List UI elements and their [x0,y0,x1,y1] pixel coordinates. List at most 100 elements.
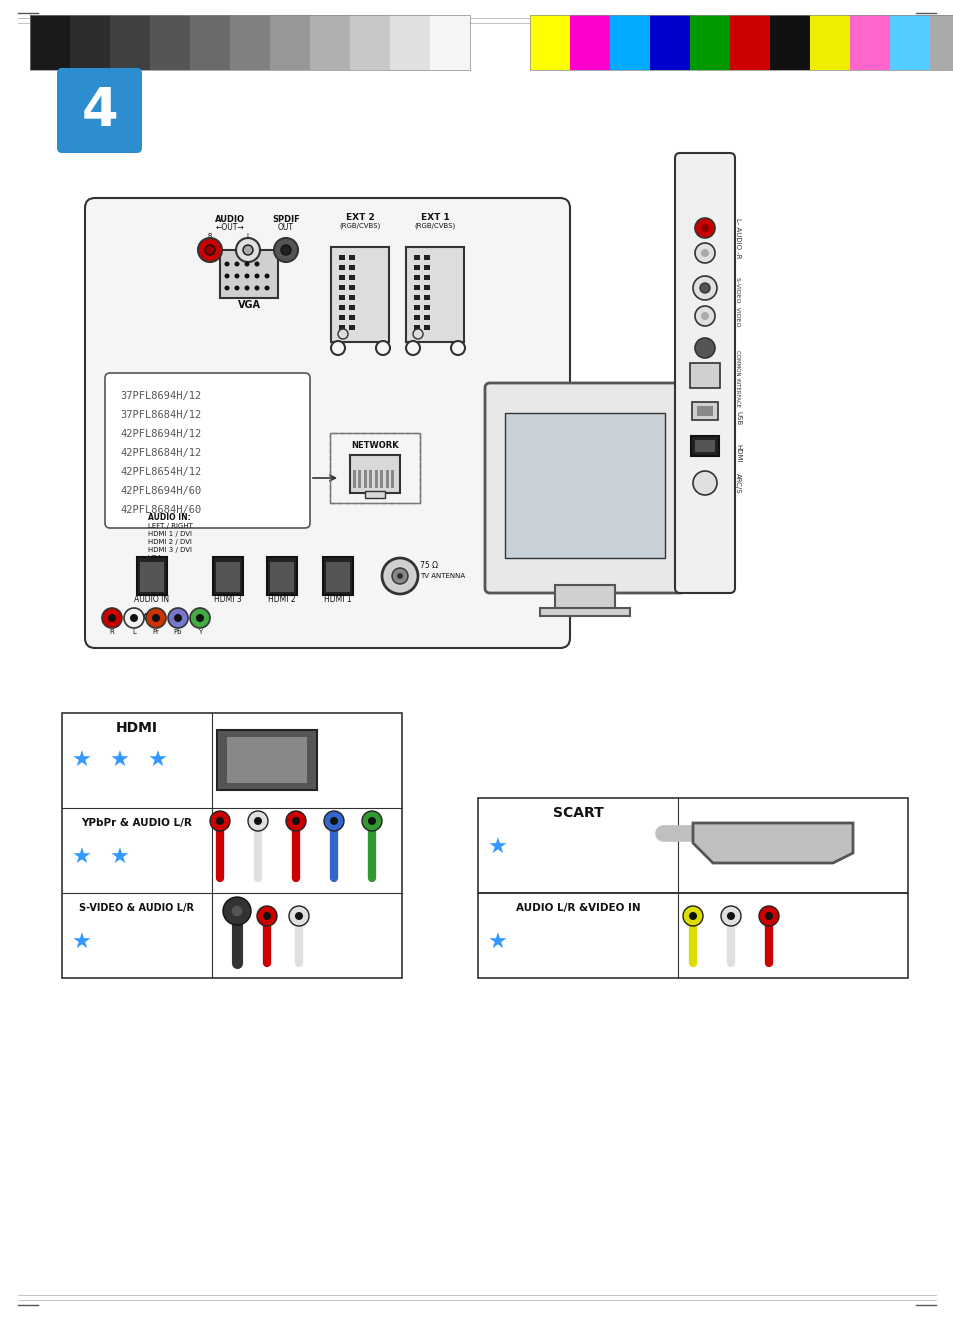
Circle shape [695,306,714,326]
Bar [364,471,367,488]
Text: EXT 2: EXT 2 [345,214,374,223]
Circle shape [173,614,182,622]
Circle shape [695,337,714,358]
Bar [230,14,270,70]
Bar [338,254,345,260]
Bar [353,471,355,488]
Circle shape [695,243,714,264]
Circle shape [447,330,456,339]
Text: ★: ★ [110,847,130,869]
Bar [338,304,345,310]
Circle shape [198,239,222,262]
Bar [689,362,720,387]
Circle shape [190,608,210,627]
Bar [137,558,167,594]
Text: HDMI 2: HDMI 2 [268,596,295,605]
Text: 42PFL8654H/12: 42PFL8654H/12 [120,467,201,477]
Bar [423,265,430,270]
Bar [349,315,355,320]
Circle shape [130,614,138,622]
Circle shape [330,817,337,825]
Circle shape [224,274,230,278]
Circle shape [692,275,717,301]
Text: COMMON INTERFACE: COMMON INTERFACE [735,349,740,406]
Circle shape [234,274,239,278]
Text: 37PFL8694H/12: 37PFL8694H/12 [120,391,201,401]
Text: S-VIDEO & AUDIO L/R: S-VIDEO & AUDIO L/R [79,903,194,913]
Circle shape [289,905,309,927]
Circle shape [324,811,344,832]
Bar [391,471,395,488]
Circle shape [168,608,188,627]
Circle shape [224,261,230,266]
Bar [30,14,470,70]
Circle shape [102,608,122,627]
Text: SPDIF: SPDIF [272,216,299,224]
Bar [689,14,729,70]
Circle shape [337,330,348,339]
Circle shape [244,261,250,266]
Text: R: R [110,629,114,635]
Text: EXT 1: EXT 1 [420,214,449,223]
Text: L: L [132,629,135,635]
Circle shape [700,249,708,257]
Bar [889,14,929,70]
Circle shape [264,286,269,290]
Text: HDMI 1: HDMI 1 [324,596,352,605]
Bar [423,275,430,279]
Bar [691,402,718,420]
Bar [539,608,629,616]
Text: ★: ★ [110,751,130,771]
Circle shape [256,905,276,927]
Bar [430,14,470,70]
Bar [349,275,355,279]
Circle shape [292,817,299,825]
Text: (RGB/CVBS): (RGB/CVBS) [339,223,380,229]
Circle shape [396,573,402,579]
Bar [350,14,390,70]
Circle shape [124,608,144,627]
Text: OUT: OUT [277,224,294,232]
Text: TV ANTENNA: TV ANTENNA [419,573,465,579]
Circle shape [692,471,717,496]
Text: HDMI 2 / DVI: HDMI 2 / DVI [148,539,192,546]
Circle shape [234,261,239,266]
Circle shape [243,245,253,254]
Bar [338,326,345,330]
Circle shape [244,274,250,278]
Bar [270,14,310,70]
Text: HDMI 3: HDMI 3 [213,596,242,605]
Bar [349,265,355,270]
Circle shape [215,817,224,825]
Bar [338,275,345,279]
Bar [350,455,399,493]
Bar [380,471,383,488]
Text: AUDIO IN: AUDIO IN [134,596,170,605]
Bar [375,471,377,488]
Bar [390,14,430,70]
Bar [423,304,430,310]
FancyBboxPatch shape [57,69,142,153]
Bar [338,315,345,320]
Circle shape [695,217,714,239]
Text: ★: ★ [488,838,507,858]
Circle shape [224,286,230,290]
Text: ★: ★ [71,933,91,953]
Bar [414,326,419,330]
Circle shape [108,614,116,622]
Bar [690,436,719,456]
Bar [695,440,714,452]
Text: Y: Y [197,629,202,635]
Circle shape [381,558,417,594]
Circle shape [700,283,709,293]
Bar [649,14,689,70]
Circle shape [413,330,422,339]
Bar [423,254,430,260]
FancyBboxPatch shape [105,373,310,529]
Circle shape [281,245,291,254]
Text: 42PFL8684H/60: 42PFL8684H/60 [120,505,201,515]
Bar [423,295,430,301]
Circle shape [274,239,297,262]
Text: AUDIO L/R &VIDEO IN: AUDIO L/R &VIDEO IN [516,903,639,913]
Text: YPbPr & AUDIO L/R: YPbPr & AUDIO L/R [81,818,193,828]
